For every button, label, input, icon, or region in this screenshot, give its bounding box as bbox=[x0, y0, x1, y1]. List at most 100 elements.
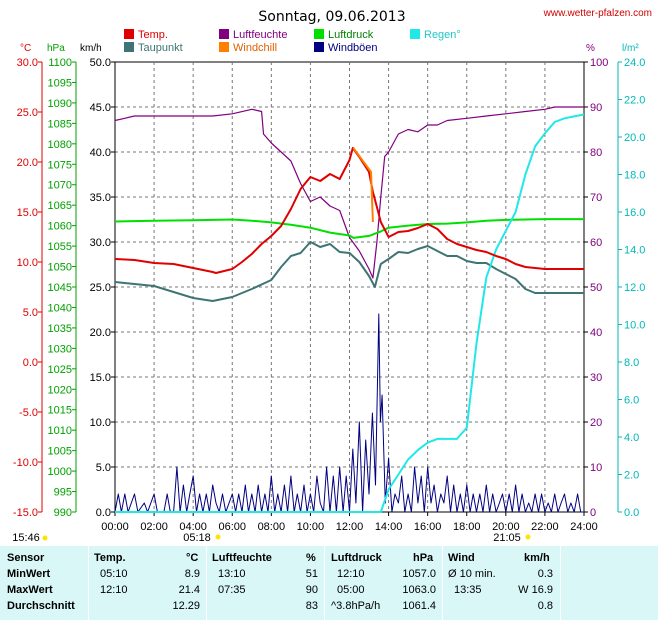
humidity-tick-label: 50 bbox=[590, 282, 602, 294]
legend-swatch bbox=[124, 42, 134, 52]
x-tick-label: 10:00 bbox=[297, 521, 325, 533]
chart-axes: 30.0 25.0 20.0 15.0 10.0 5.0 0.0 -5.0 -10.0 -15.0… bbox=[13, 57, 646, 533]
temp-tick-label: 30.0 bbox=[17, 57, 38, 69]
header-wind: Wind bbox=[448, 552, 475, 564]
wind-min-time: Ø 10 min. bbox=[448, 568, 496, 580]
pressure-tick-label: 995 bbox=[54, 487, 72, 499]
temp-avg-value: 12.29 bbox=[172, 600, 200, 612]
rain-tick-label: 16.0 bbox=[624, 207, 645, 219]
humidity-tick-label: 90 bbox=[590, 102, 602, 114]
press-min-value: 1057.0 bbox=[402, 568, 436, 580]
rain-tick-label: 12.0 bbox=[624, 282, 645, 294]
stats-header-row: Sensor Temp. °C Luftfeuchte % Luftdruck … bbox=[0, 550, 658, 566]
pressure-tick-label: 990 bbox=[54, 507, 72, 519]
humidity-tick-label: 20 bbox=[590, 417, 602, 429]
temp-tick-label: 0.0 bbox=[23, 357, 38, 369]
site-link[interactable]: www.wetter-pfalzen.com bbox=[543, 8, 652, 19]
header-temp-unit: °C bbox=[186, 552, 199, 564]
temp-axis-unit: °C bbox=[20, 43, 31, 54]
temp-tick-label: -10.0 bbox=[13, 457, 38, 469]
pressure-tick-label: 1080 bbox=[48, 139, 72, 151]
divider bbox=[442, 546, 443, 620]
wind-tick-label: 10.0 bbox=[90, 417, 111, 429]
wind-tick-label: 45.0 bbox=[90, 102, 111, 114]
legend-swatch bbox=[314, 42, 324, 52]
series-temp bbox=[114, 147, 584, 274]
sun-icon bbox=[215, 534, 221, 540]
header-sensor: Sensor bbox=[7, 552, 45, 564]
hum-max-value: 90 bbox=[305, 584, 318, 596]
pressure-tick-label: 1070 bbox=[48, 180, 72, 192]
humidity-tick-label: 100 bbox=[590, 57, 608, 69]
wind-tick-label: 35.0 bbox=[90, 192, 111, 204]
legend-swatch bbox=[314, 29, 324, 39]
legend-label: Luftdruck bbox=[328, 29, 374, 41]
pressure-tick-label: 1015 bbox=[48, 405, 72, 417]
legend-swatch bbox=[410, 29, 420, 39]
wind-avg-value: 0.8 bbox=[537, 600, 553, 612]
wind-tick-label: 15.0 bbox=[90, 372, 111, 384]
legend-label: Regen° bbox=[424, 29, 461, 41]
legend-label: Temp. bbox=[138, 29, 168, 41]
temp-min-time: 05:10 bbox=[100, 568, 128, 580]
wind-axis-unit: km/h bbox=[80, 43, 102, 54]
chart-series bbox=[114, 106, 585, 513]
sun-icon bbox=[42, 535, 48, 541]
temp-tick-label: 25.0 bbox=[17, 107, 38, 119]
statistics-table: Sensor Temp. °C Luftfeuchte % Luftdruck … bbox=[0, 546, 658, 620]
header-pressure-unit: hPa bbox=[413, 552, 434, 564]
hum-min-value: 51 bbox=[305, 568, 318, 580]
pressure-tick-label: 1000 bbox=[48, 466, 72, 478]
rain-tick-label: 0.0 bbox=[624, 507, 639, 519]
pressure-tick-label: 1030 bbox=[48, 343, 72, 355]
pressure-tick-label: 1010 bbox=[48, 425, 72, 437]
rain-tick-label: 18.0 bbox=[624, 170, 645, 182]
hum-min-time: 13:10 bbox=[218, 568, 246, 580]
x-tick-label: 00:00 bbox=[101, 521, 129, 533]
temp-tick-label: 15.0 bbox=[17, 207, 38, 219]
rain-axis-unit: l/m² bbox=[622, 43, 639, 54]
press-avg-value: 1061.4 bbox=[402, 600, 436, 612]
x-tick-label: 24:00 bbox=[570, 521, 598, 533]
header-humidity-unit: % bbox=[306, 552, 316, 564]
rain-tick-label: 4.0 bbox=[624, 432, 639, 444]
legend-swatch bbox=[219, 42, 229, 52]
stats-row-max: MaxWert 12:10 21.4 07:35 90 05:00 1063.0… bbox=[0, 582, 658, 598]
pressure-tick-label: 1075 bbox=[48, 159, 72, 171]
wind-min-value: 0.3 bbox=[537, 568, 553, 580]
divider bbox=[206, 546, 207, 620]
series-taupunkt bbox=[114, 241, 584, 302]
x-tick-label: 16:00 bbox=[414, 521, 442, 533]
series-regen bbox=[115, 113, 585, 513]
humidity-tick-label: 60 bbox=[590, 237, 602, 249]
series-windchill bbox=[352, 147, 374, 223]
row-label: MaxWert bbox=[7, 584, 53, 596]
wind-tick-label: 0.0 bbox=[96, 507, 111, 519]
hum-max-time: 07:35 bbox=[218, 584, 246, 596]
legend-label: Windchill bbox=[233, 42, 277, 54]
header-temp: Temp. bbox=[94, 552, 126, 564]
humidity-tick-label: 40 bbox=[590, 327, 602, 339]
row-label: MinWert bbox=[7, 568, 51, 580]
humidity-tick-label: 80 bbox=[590, 147, 602, 159]
pressure-tick-label: 1085 bbox=[48, 118, 72, 130]
x-tick-label: 02:00 bbox=[140, 521, 168, 533]
hum-avg-value: 83 bbox=[305, 600, 318, 612]
divider bbox=[88, 546, 89, 620]
pressure-tick-label: 1095 bbox=[48, 77, 72, 89]
x-tick-label: 22:00 bbox=[531, 521, 559, 533]
header-humidity: Luftfeuchte bbox=[212, 552, 272, 564]
humidity-tick-label: 30 bbox=[590, 372, 602, 384]
stats-row-avg: Durchschnitt 12.29 83 ^3.8hPa/h 1061.4 0… bbox=[0, 598, 658, 614]
divider bbox=[324, 546, 325, 620]
wind-tick-label: 20.0 bbox=[90, 327, 111, 339]
sun-icon bbox=[525, 534, 531, 540]
pressure-tick-label: 1100 bbox=[48, 57, 72, 69]
temp-tick-label: -5.0 bbox=[19, 407, 38, 419]
legend-label: Windböen bbox=[328, 42, 378, 54]
pressure-tick-label: 1020 bbox=[48, 384, 72, 396]
rain-tick-label: 8.0 bbox=[624, 357, 639, 369]
series-luftdruck bbox=[114, 218, 584, 239]
pressure-tick-label: 1055 bbox=[48, 241, 72, 253]
